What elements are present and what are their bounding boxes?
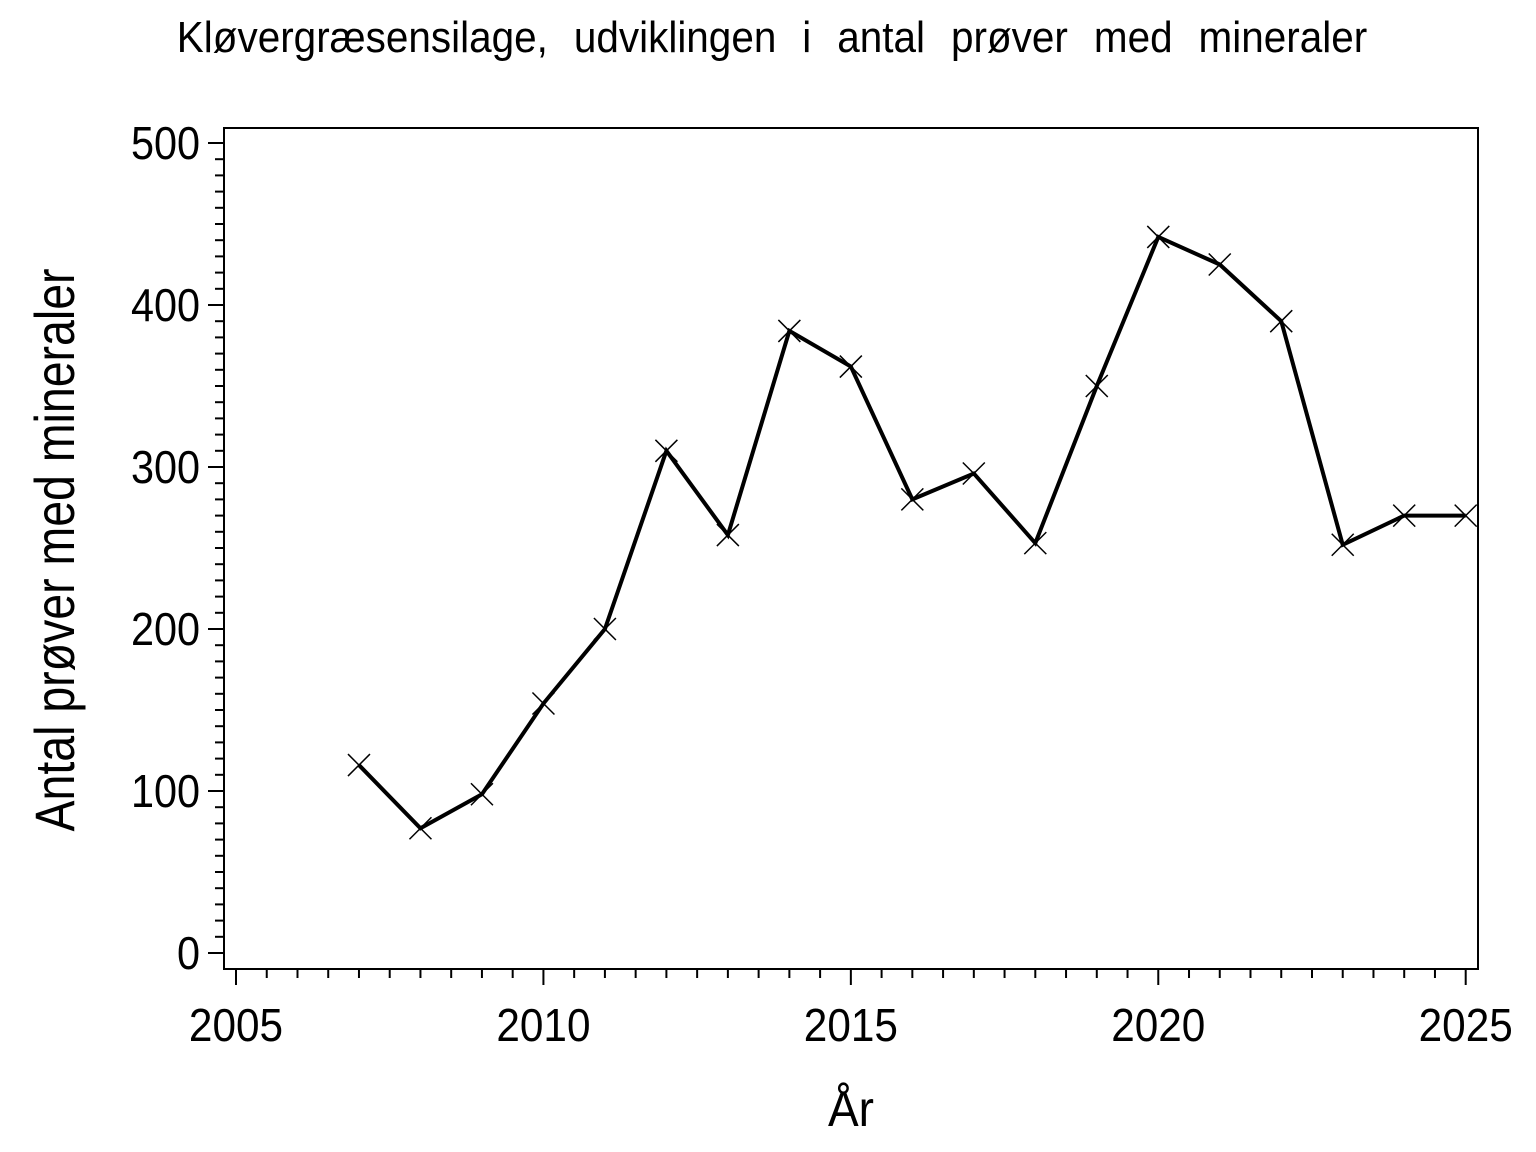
x-tick-label: 2005: [189, 1000, 283, 1051]
marker-2010: [531, 691, 555, 716]
marker-2025: [1454, 504, 1478, 528]
marker-stroke: [654, 439, 678, 463]
marker-stroke: [1269, 309, 1293, 333]
marker-2024: [1392, 504, 1416, 528]
x-axis-title: År: [828, 1082, 874, 1137]
marker-stroke: [962, 461, 986, 486]
marker-2016: [900, 487, 924, 511]
marker-stroke: [531, 691, 555, 716]
marker-stroke: [1146, 225, 1170, 249]
y-tick-label: 0: [177, 928, 200, 980]
x-tick-label: 2010: [496, 1000, 590, 1051]
marker-stroke: [1331, 533, 1355, 557]
x-tick-label: 2020: [1111, 1000, 1205, 1051]
y-axis-title: Antal prøver med mineraler: [23, 268, 86, 831]
marker-2015: [839, 355, 863, 379]
marker-stroke: [1454, 504, 1478, 528]
axis-labels-group: 2005 2010 2015 2020 2025 0 100 200 300 400 500 Kløv…: [23, 12, 1513, 1137]
marker-stroke: [900, 487, 924, 511]
marker-2012: [654, 439, 678, 463]
marker-stroke: [347, 753, 371, 777]
marker-stroke: [593, 617, 617, 641]
marker-2014: [777, 319, 801, 343]
chart-title: Kløvergræsensilage, udviklingen i antal …: [177, 12, 1367, 61]
marker-stroke: [1208, 252, 1232, 277]
y-tick-label: 100: [131, 766, 200, 818]
marker-2009: [470, 782, 494, 806]
data-line: [357, 234, 1466, 831]
marker-2021: [1208, 252, 1232, 277]
marker-2011: [593, 617, 617, 641]
plot-frame: [223, 127, 1479, 970]
y-tick-label: 300: [131, 442, 200, 494]
marker-2007: [347, 753, 371, 777]
marker-2019: [1085, 374, 1109, 398]
x-tick-label: 2025: [1419, 1000, 1513, 1051]
y-tick-label: 200: [131, 604, 200, 656]
marker-stroke: [839, 355, 863, 379]
y-tick-label: 400: [131, 280, 200, 332]
marker-stroke: [408, 816, 432, 840]
marker-stroke: [1392, 504, 1416, 528]
marker-stroke: [470, 782, 494, 806]
marker-2020: [1146, 225, 1170, 249]
data-series-group: [347, 225, 1478, 840]
marker-stroke: [777, 319, 801, 343]
marker-2023: [1331, 533, 1355, 557]
marker-stroke: [1023, 531, 1047, 555]
axis-ticks-group: [208, 142, 1467, 985]
marker-2008: [408, 816, 432, 840]
marker-2022: [1269, 309, 1293, 333]
marker-2017: [962, 461, 986, 486]
marker-2013: [716, 523, 740, 547]
marker-stroke: [716, 523, 740, 547]
marker-2018: [1023, 531, 1047, 555]
marker-stroke: [1085, 374, 1109, 398]
y-tick-label: 500: [131, 118, 200, 170]
plot-frame-group: [223, 127, 1479, 970]
x-tick-label: 2015: [804, 1000, 898, 1051]
